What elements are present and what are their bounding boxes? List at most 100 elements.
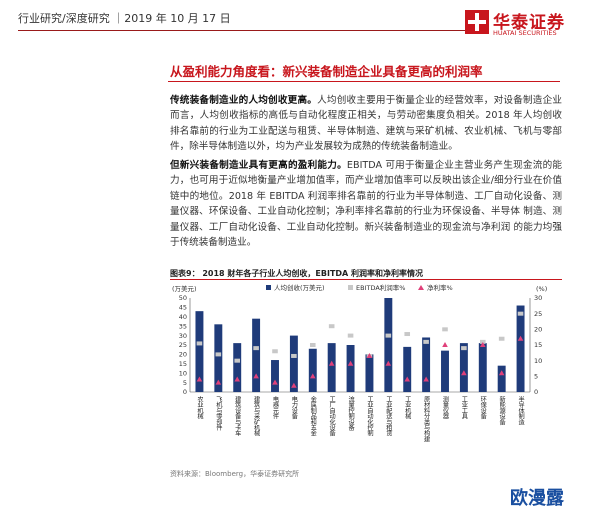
category-label: 原材料分类与构建 xyxy=(423,396,430,443)
bar-revenue xyxy=(403,346,412,392)
legend-label-net-margin: 净利率% xyxy=(427,284,453,292)
category-label: 工业自动化控制 xyxy=(366,396,373,438)
marker-net-margin xyxy=(517,335,524,341)
logo-name-cn: 华泰证券 xyxy=(493,13,565,33)
bar-revenue xyxy=(308,348,317,392)
marker-ebitda xyxy=(479,339,486,344)
marker-ebitda xyxy=(309,343,316,347)
marker-ebitda xyxy=(404,332,411,337)
category-label: 流量控制设备 xyxy=(347,395,354,432)
marker-ebitda xyxy=(517,311,524,316)
header-meta: 行业研究/深度研究 ｜2019 年 10 月 17 日 xyxy=(18,12,231,25)
section-divider xyxy=(168,81,560,82)
bar-revenue xyxy=(478,343,487,392)
category-label: 工厂自动化设备 xyxy=(328,396,335,438)
right-tick-label: 15 xyxy=(534,341,542,349)
bar-revenue xyxy=(214,324,223,392)
bar-revenue xyxy=(289,335,298,392)
left-tick-label: 0 xyxy=(183,388,187,396)
right-tick-label: 30 xyxy=(534,294,542,302)
marker-ebitda xyxy=(347,333,354,338)
left-tick-label: 20 xyxy=(179,351,187,359)
category-label: 建筑设备与卡车 xyxy=(234,395,241,437)
marker-net-margin xyxy=(347,360,354,366)
category-label: 测量仪器 xyxy=(442,395,449,420)
bar-revenue xyxy=(195,311,204,392)
category-label: 建筑与采矿机械 xyxy=(253,395,260,437)
paragraph-2-lead: 但新兴装备制造业具有更高的盈利能力。 xyxy=(170,160,347,171)
figure-divider xyxy=(170,279,562,280)
category-label: 电力设备 xyxy=(290,395,297,420)
marker-net-margin xyxy=(253,373,259,379)
marker-net-margin xyxy=(272,379,278,385)
paragraph-2-body: EBITDA 可用于衡量企业主营业务产生现金流的能力，也可用于近似地衡量产业增加… xyxy=(170,160,562,249)
right-axis-unit: (%) xyxy=(536,285,547,293)
marker-net-margin xyxy=(309,373,316,379)
marker-ebitda xyxy=(385,333,392,338)
paragraph-1-lead: 传统装备制造业的人均创收更高。 xyxy=(170,95,318,106)
left-tick-label: 45 xyxy=(179,304,187,312)
marker-ebitda xyxy=(253,346,259,351)
marker-net-margin xyxy=(442,342,448,347)
paragraph-2: 但新兴装备制造业具有更高的盈利能力。EBITDA 可用于衡量企业主营业务产生现金… xyxy=(170,158,562,250)
legend-label-revenue: 人均创收(万美元) xyxy=(274,284,325,292)
marker-net-margin xyxy=(234,376,241,382)
bar-revenue xyxy=(422,337,431,392)
marker-net-margin xyxy=(479,342,486,347)
logo-name-en: HUATAI SECURITIES xyxy=(493,29,557,37)
marker-net-margin xyxy=(404,376,411,382)
paragraph-1-body: 人均创收主要用于衡量企业的经营效率，对设备制造企业而言，人均创收指标的高低与自动… xyxy=(170,95,563,153)
left-axis-unit: (万美元) xyxy=(172,284,197,293)
bar-revenue xyxy=(327,343,336,392)
marker-ebitda xyxy=(215,352,222,357)
category-label: 金属制品和五金 xyxy=(309,395,316,436)
category-label: 工业工具 xyxy=(460,396,467,421)
combo-chart: (万美元) (%)50454035302520151050302520151050… xyxy=(172,284,547,443)
marker-net-margin xyxy=(423,376,429,382)
marker-ebitda xyxy=(442,327,448,332)
right-tick-label: 5 xyxy=(534,373,538,381)
category-label: 农业机械 xyxy=(196,395,203,420)
bar-revenue xyxy=(497,365,506,392)
header-divider xyxy=(18,30,488,31)
left-tick-label: 10 xyxy=(179,369,187,377)
marker-net-margin xyxy=(291,382,297,388)
watermark: 欧漫露 xyxy=(510,488,564,509)
figure-source: 资料来源：Bloomberg，华泰证券研究所 xyxy=(170,470,300,478)
left-tick-label: 15 xyxy=(179,360,187,368)
category-label: 工业机械 xyxy=(404,396,411,421)
left-tick-label: 25 xyxy=(179,341,187,349)
bar-revenue xyxy=(516,305,525,392)
marker-ebitda xyxy=(328,324,335,329)
marker-net-margin xyxy=(366,352,373,358)
left-tick-label: 50 xyxy=(179,294,187,302)
marker-ebitda xyxy=(196,341,203,346)
marker-net-margin xyxy=(385,360,392,366)
marker-net-margin xyxy=(196,376,203,382)
legend-swatch-revenue xyxy=(266,285,271,290)
category-label: 半导体制造 xyxy=(517,395,524,426)
marker-net-margin xyxy=(498,370,505,376)
section-title: 从盈利能力角度看：新兴装备制造企业具备更高的利润率 xyxy=(170,64,483,79)
marker-ebitda xyxy=(234,358,241,363)
right-tick-label: 10 xyxy=(534,357,542,365)
category-label: 飞机与零部件 xyxy=(215,396,222,432)
huatai-logo-icon xyxy=(465,10,489,34)
legend-label-ebitda: EBITDA利润率% xyxy=(356,284,405,292)
category-label: 新能源设备 xyxy=(498,395,505,426)
paragraph-1: 传统装备制造业的人均创收更高。人均创收主要用于衡量企业的经营效率，对设备制造企业… xyxy=(170,93,562,155)
legend-swatch-net-margin xyxy=(418,285,424,290)
marker-net-margin xyxy=(328,360,335,366)
left-tick-label: 5 xyxy=(183,379,187,387)
marker-ebitda xyxy=(498,336,505,341)
bar-revenue xyxy=(346,345,355,392)
bar-revenue xyxy=(271,360,279,392)
bar-revenue xyxy=(441,350,449,392)
category-label: 环保设备 xyxy=(479,396,486,421)
right-tick-label: 25 xyxy=(534,310,542,318)
marker-net-margin xyxy=(461,370,467,376)
marker-ebitda xyxy=(272,349,278,354)
bar-revenue xyxy=(233,343,242,392)
figure-title: 图表9： 2018 财年各子行业人均创收，EBITDA 利润率和净利率情况 xyxy=(170,269,424,278)
bar-revenue xyxy=(252,318,261,392)
